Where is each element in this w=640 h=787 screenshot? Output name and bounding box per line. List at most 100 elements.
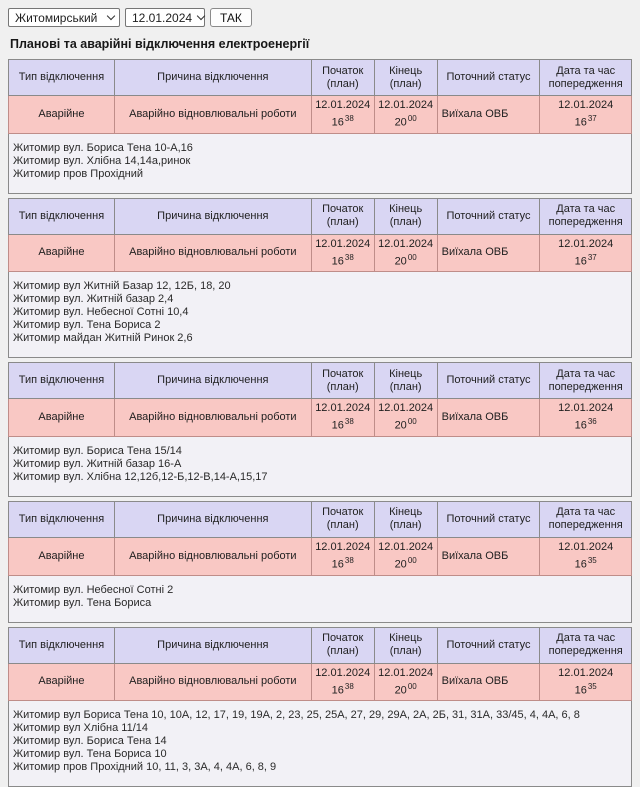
cell-current-status: Виїхала ОВБ [436,95,541,134]
cell-start-plan: 12.01.2024 1638 [310,233,375,273]
end-minutes: 00 [407,252,417,262]
header-current-status: Поточний статус [436,197,541,235]
address-line: Житомир вул. Тена Бориса [13,596,152,609]
region-select[interactable]: Житомирський [8,8,120,27]
address-line: Житомир вул. Бориса Тена 14 [13,735,167,748]
warning-minutes: 37 [587,252,597,262]
address-line: Житомир вул. Бориса Тена 15/14 [13,444,182,457]
address-list: Житомир вул. Небесної Сотні 2 Житомир вул… [8,575,632,623]
cell-outage-type: Аварійне [8,95,115,134]
header-current-status: Поточний статус [436,362,541,400]
header-warning-datetime: Дата та час попередження [539,197,632,235]
cell-end-plan: 12.01.2024 2000 [373,233,438,273]
outage-table: Тип відключення Причина відключення Поча… [8,197,632,359]
table-header-row: Тип відключення Причина відключення Поча… [8,197,632,235]
outage-table: Тип відключення Причина відключення Поча… [8,59,632,194]
header-outage-reason: Причина відключення [113,362,312,400]
address-line: Житомир вул. Хлібна 14,14а,ринок [13,154,191,167]
start-hour: 16 [331,684,344,697]
outage-row: Аварійне Аварійно відновлювальні роботи … [8,662,632,702]
header-start-plan: Початок (план) [310,197,375,235]
header-outage-type: Тип відключення [8,197,115,235]
cell-outage-reason: Аварійно відновлювальні роботи [113,662,312,702]
start-hour: 16 [331,255,344,268]
end-minutes: 00 [407,114,417,123]
header-end-plan: Кінець (план) [373,500,438,538]
warning-hour: 16 [574,419,587,432]
cell-warning-datetime: 12.01.2024 1635 [539,662,632,702]
address-list: Житомир вул Житній Базар 12, 12Б, 18, 20… [8,271,632,359]
outage-row: Аварійне Аварійно відновлювальні роботи … [8,398,632,437]
warning-hour: 16 [574,116,587,129]
header-current-status: Поточний статус [436,59,541,96]
address-row: Житомир вул Бориса Тена 10, 10А, 12, 17,… [8,700,632,787]
end-minutes: 00 [407,417,417,427]
address-row: Житомир вул. Бориса Тена 10-А,16 Житомир … [8,133,632,194]
cell-current-status: Виїхала ОВБ [436,398,541,437]
header-outage-reason: Причина відключення [113,59,312,96]
address-line: Житомир майдан Житній Ринок 2,6 [13,332,193,345]
end-hour: 20 [394,558,407,571]
warning-hour: 16 [574,255,587,268]
header-outage-type: Тип відключення [8,59,115,96]
cell-start-plan: 12.01.2024 1638 [310,95,375,134]
table-header-row: Тип відключення Причина відключення Поча… [8,59,632,96]
header-start-plan: Початок (план) [310,500,375,538]
cell-end-plan: 12.01.2024 2000 [373,398,438,437]
warning-date: 12.01.2024 [558,99,614,111]
header-start-plan: Початок (план) [310,626,375,664]
end-hour: 20 [394,684,407,697]
warning-minutes: 35 [587,681,597,691]
table-header-row: Тип відключення Причина відключення Поча… [8,500,632,538]
address-line: Житомир вул. Тена Бориса 10 [13,748,167,761]
start-hour: 16 [331,116,344,129]
end-minutes: 00 [407,555,417,565]
start-hour: 16 [331,419,344,432]
start-date: 12.01.2024 [315,99,371,111]
cell-warning-datetime: 12.01.2024 1635 [539,536,632,576]
submit-button[interactable]: ТАК [210,8,252,27]
cell-outage-reason: Аварійно відновлювальні роботи [113,398,312,437]
header-end-plan: Кінець (план) [373,626,438,664]
address-line: Житомир вул. Тена Бориса 2 [13,319,161,332]
outage-row: Аварійне Аварійно відновлювальні роботи … [8,95,632,134]
cell-start-plan: 12.01.2024 1638 [310,398,375,437]
warning-minutes: 36 [587,417,597,427]
address-line: Житомир вул. Бориса Тена 10-А,16 [13,141,193,154]
address-line: Житомир вул. Небесної Сотні 2 [13,583,174,596]
warning-minutes: 35 [587,555,597,565]
date-select[interactable]: 12.01.2024 [125,8,206,27]
cell-current-status: Виїхала ОВБ [436,536,541,576]
address-list: Житомир вул. Бориса Тена 10-А,16 Житомир … [8,133,632,194]
cell-outage-type: Аварійне [8,536,115,576]
header-end-plan: Кінець (план) [373,362,438,400]
header-end-plan: Кінець (план) [373,59,438,96]
header-warning-datetime: Дата та час попередження [539,626,632,664]
header-outage-reason: Причина відключення [113,626,312,664]
address-row: Житомир вул Житній Базар 12, 12Б, 18, 20… [8,271,632,359]
end-date: 12.01.2024 [378,99,434,111]
outage-table: Тип відключення Причина відключення Поча… [8,500,632,623]
cell-warning-datetime: 12.01.2024 1637 [539,95,632,134]
address-line: Житомир вул. Житній базар 2,4 [13,293,174,306]
warning-minutes: 37 [587,114,597,123]
header-outage-reason: Причина відключення [113,197,312,235]
start-hour: 16 [331,558,344,571]
outage-table: Тип відключення Причина відключення Поча… [8,626,632,787]
address-list: Житомир вул. Бориса Тена 15/14 Житомир ву… [8,436,632,497]
outage-row: Аварійне Аварійно відновлювальні роботи … [8,233,632,273]
warning-hour: 16 [574,558,587,571]
start-minutes: 38 [344,417,354,427]
warning-hour: 16 [574,684,587,697]
start-minutes: 38 [344,252,354,262]
end-hour: 20 [394,116,407,129]
cell-warning-datetime: 12.01.2024 1637 [539,233,632,273]
start-date: 12.01.2024 [315,402,371,415]
header-current-status: Поточний статус [436,500,541,538]
header-outage-type: Тип відключення [8,626,115,664]
cell-outage-type: Аварійне [8,398,115,437]
address-line: Житомир вул. Небесної Сотні 10,4 [13,306,189,319]
header-outage-reason: Причина відключення [113,500,312,538]
header-end-plan: Кінець (план) [373,197,438,235]
